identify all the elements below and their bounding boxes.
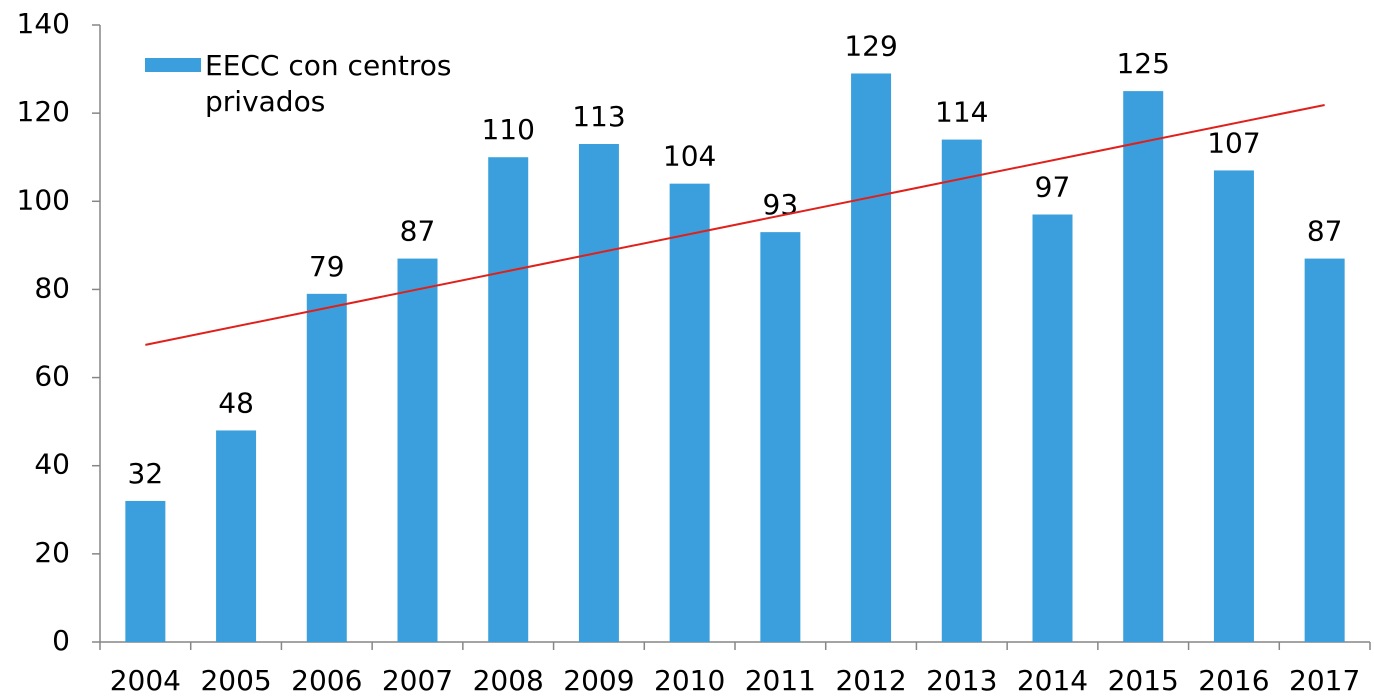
data-label: 129: [844, 29, 897, 62]
bar: [669, 183, 710, 642]
trendline: [145, 103, 1325, 346]
x-tick-label: 2012: [835, 664, 906, 697]
y-tick-label: 40: [34, 448, 70, 481]
data-label: 87: [400, 215, 436, 248]
legend-label: EECC con centros privados: [205, 49, 452, 118]
bar: [1032, 214, 1073, 642]
y-tick-label: 140: [17, 7, 70, 40]
data-label: 32: [128, 457, 164, 490]
bar: [125, 500, 166, 642]
x-tick-label: 2006: [291, 664, 362, 697]
bar: [1304, 258, 1345, 642]
y-tick-label: 100: [17, 183, 70, 216]
bar: [941, 139, 982, 643]
x-tick-label: 2009: [563, 664, 634, 697]
legend-swatch: [145, 58, 201, 72]
bar: [851, 73, 892, 642]
bar: [760, 232, 801, 642]
data-label: 104: [663, 140, 716, 173]
data-label: 48: [218, 386, 254, 419]
data-label: 87: [1307, 215, 1343, 248]
x-tick-label: 2005: [200, 664, 271, 697]
x-tick-label: 2016: [1198, 664, 1269, 697]
bar: [1213, 170, 1254, 642]
x-tick-label: 2015: [1108, 664, 1179, 697]
x-tick-label: 2004: [110, 664, 181, 697]
data-label: 97: [1035, 171, 1071, 204]
data-label: 113: [572, 100, 625, 133]
x-tick-label: 2011: [745, 664, 816, 697]
data-label: 107: [1207, 126, 1260, 159]
x-tick-label: 2013: [926, 664, 997, 697]
y-tick-label: 0: [52, 624, 70, 657]
bar: [306, 293, 347, 642]
bar: [488, 157, 529, 642]
y-tick-label: 60: [34, 360, 70, 393]
data-label: 79: [309, 250, 345, 283]
data-label: 125: [1116, 47, 1169, 80]
x-tick-label: 2014: [1017, 664, 1088, 697]
data-label: 114: [935, 96, 988, 129]
x-tick-label: 2010: [654, 664, 725, 697]
x-tick-label: 2017: [1289, 664, 1360, 697]
x-tick-label: 2008: [473, 664, 544, 697]
y-tick-label: 80: [34, 271, 70, 304]
bar: [216, 430, 257, 642]
bar: [1123, 91, 1164, 643]
bar: [578, 143, 619, 642]
data-label: 110: [481, 113, 534, 146]
x-tick-label: 2007: [382, 664, 453, 697]
y-tick-label: 20: [34, 536, 70, 569]
y-tick-label: 120: [17, 95, 70, 128]
bar: [397, 258, 438, 642]
